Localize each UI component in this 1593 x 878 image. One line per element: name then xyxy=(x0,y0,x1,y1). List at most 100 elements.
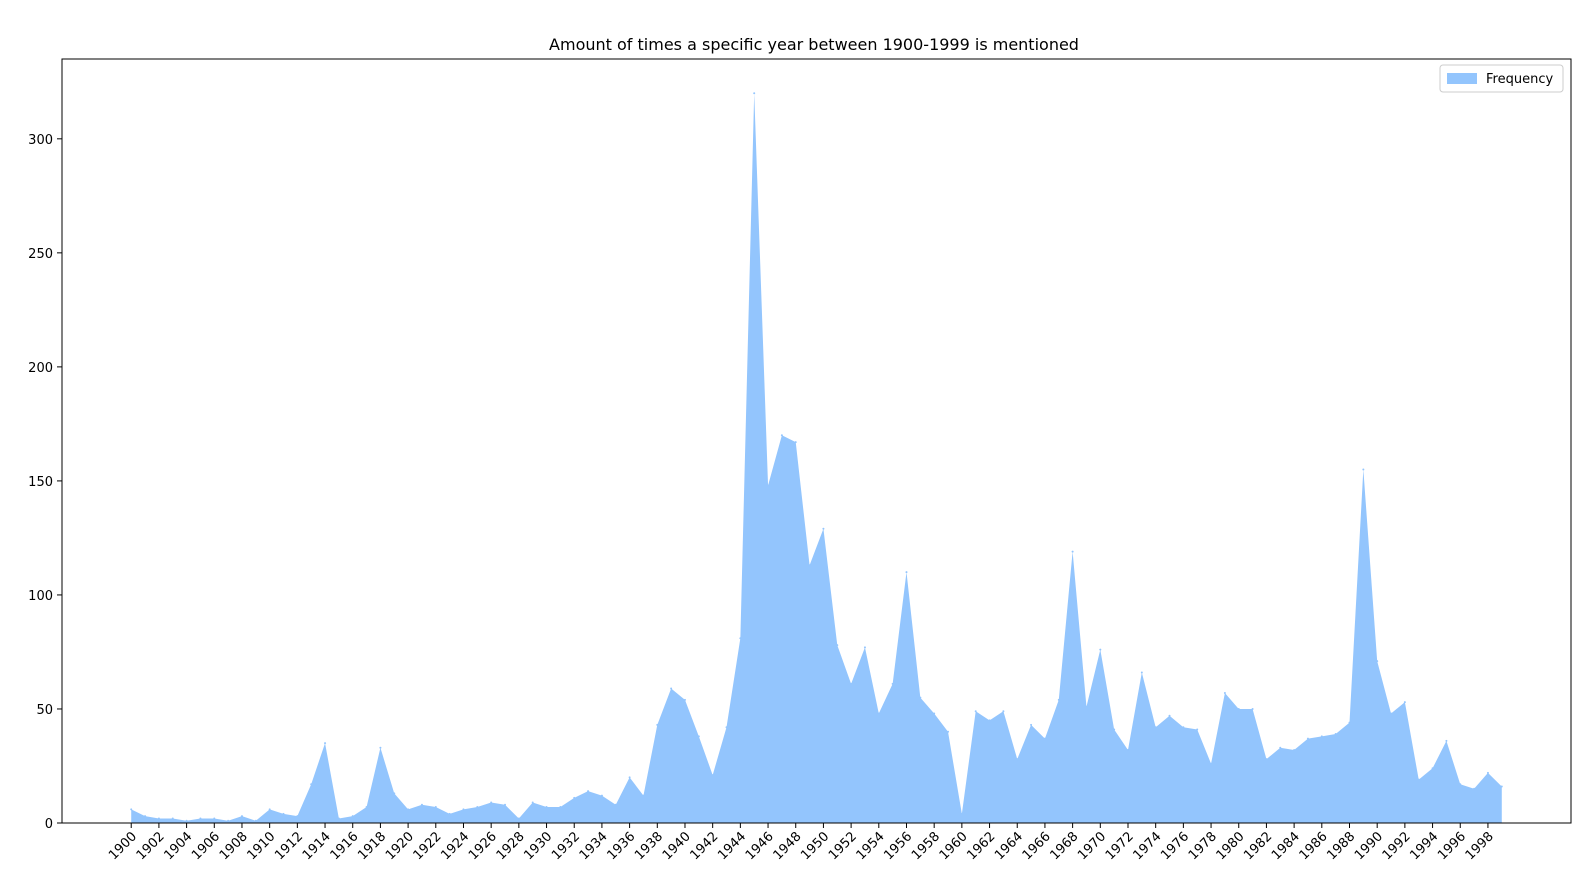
data-point-1954 xyxy=(877,712,880,715)
data-point-1997 xyxy=(1473,787,1476,790)
y-tick-label-150: 150 xyxy=(28,475,53,490)
data-point-1933 xyxy=(587,790,590,793)
x-tick-label-1962: 1962 xyxy=(964,829,998,863)
data-point-1976 xyxy=(1182,726,1185,729)
data-point-1942 xyxy=(711,774,714,777)
data-point-1905 xyxy=(199,817,202,820)
data-point-1951 xyxy=(836,644,839,647)
data-point-1967 xyxy=(1057,698,1060,701)
data-point-1917 xyxy=(365,806,368,809)
x-tick-label-1936: 1936 xyxy=(604,829,638,863)
x-tick-label-1912: 1912 xyxy=(272,829,306,863)
x-tick-label-1980: 1980 xyxy=(1214,829,1248,863)
x-tick-label-1902: 1902 xyxy=(134,829,168,863)
legend-swatch xyxy=(1447,73,1477,84)
x-tick-label-1976: 1976 xyxy=(1158,829,1192,863)
data-point-1965 xyxy=(1030,723,1033,726)
data-point-1981 xyxy=(1251,707,1254,710)
data-point-1989 xyxy=(1362,468,1365,471)
x-tick-label-1946: 1946 xyxy=(743,829,777,863)
x-tick-label-1990: 1990 xyxy=(1352,829,1386,863)
x-tick-label-1910: 1910 xyxy=(244,829,278,863)
x-tick-label-1930: 1930 xyxy=(521,829,555,863)
data-point-1952 xyxy=(850,682,853,685)
data-point-1978 xyxy=(1210,762,1213,765)
data-point-1911 xyxy=(282,812,285,815)
data-point-1913 xyxy=(310,783,313,786)
x-tick-label-1916: 1916 xyxy=(328,829,362,863)
x-tick-label-1918: 1918 xyxy=(355,829,389,863)
x-tick-label-1994: 1994 xyxy=(1407,829,1441,863)
data-point-1963 xyxy=(1002,710,1005,713)
data-point-1992 xyxy=(1403,701,1406,704)
x-tick-label-1970: 1970 xyxy=(1075,829,1109,863)
x-tick-label-1950: 1950 xyxy=(798,829,832,863)
x-tick-label-1974: 1974 xyxy=(1131,829,1165,863)
data-point-1918 xyxy=(379,746,382,749)
data-point-1916 xyxy=(351,815,354,818)
data-point-1999 xyxy=(1500,785,1503,788)
data-point-1990 xyxy=(1376,660,1379,663)
x-tick-label-1906: 1906 xyxy=(189,829,223,863)
y-tick-label-0: 0 xyxy=(45,817,53,832)
data-point-1961 xyxy=(974,710,977,713)
data-point-1906 xyxy=(213,817,216,820)
data-point-1968 xyxy=(1071,550,1074,553)
data-point-1926 xyxy=(490,801,493,804)
y-tick-label-200: 200 xyxy=(28,361,53,376)
data-point-1974 xyxy=(1154,726,1157,729)
data-point-1959 xyxy=(947,730,950,733)
data-point-1955 xyxy=(891,682,894,685)
x-tick-label-1954: 1954 xyxy=(854,829,888,863)
data-point-1921 xyxy=(420,803,423,806)
x-tick-label-1908: 1908 xyxy=(217,829,251,863)
data-point-1972 xyxy=(1126,749,1129,752)
data-point-1977 xyxy=(1196,728,1199,731)
x-tick-label-1926: 1926 xyxy=(466,829,500,863)
x-tick-label-1996: 1996 xyxy=(1435,829,1469,863)
data-point-1907 xyxy=(227,819,230,822)
data-point-1920 xyxy=(407,808,410,811)
data-point-1949 xyxy=(808,564,811,567)
x-tick-label-1920: 1920 xyxy=(383,829,417,863)
data-point-1934 xyxy=(600,794,603,797)
x-tick-label-1972: 1972 xyxy=(1103,829,1137,863)
data-point-1966 xyxy=(1043,737,1046,740)
x-tick-label-1964: 1964 xyxy=(992,829,1026,863)
x-tick-label-1952: 1952 xyxy=(826,829,860,863)
data-point-1929 xyxy=(531,801,534,804)
data-point-1971 xyxy=(1113,728,1116,731)
data-point-1956 xyxy=(905,571,908,574)
x-tick-label-1904: 1904 xyxy=(161,829,195,863)
y-tick-label-250: 250 xyxy=(28,247,53,262)
data-point-1914 xyxy=(324,742,327,745)
x-tick-label-1940: 1940 xyxy=(660,829,694,863)
x-tick-label-1968: 1968 xyxy=(1047,829,1081,863)
data-point-1943 xyxy=(725,726,728,729)
x-tick-label-1924: 1924 xyxy=(438,829,472,863)
data-point-1985 xyxy=(1306,737,1309,740)
x-tick-label-1966: 1966 xyxy=(1020,829,1054,863)
x-tick-label-1992: 1992 xyxy=(1380,829,1414,863)
x-tick-label-1900: 1900 xyxy=(106,829,140,863)
x-tick-label-1948: 1948 xyxy=(771,829,805,863)
data-point-1998 xyxy=(1486,771,1489,774)
x-tick-label-1998: 1998 xyxy=(1463,829,1497,863)
x-tick-label-1914: 1914 xyxy=(300,829,334,863)
x-tick-label-1984: 1984 xyxy=(1269,829,1303,863)
data-point-1950 xyxy=(822,527,825,530)
data-point-1994 xyxy=(1431,767,1434,770)
data-point-1970 xyxy=(1099,648,1102,651)
x-tick-label-1928: 1928 xyxy=(494,829,528,863)
legend-box xyxy=(1439,64,1564,93)
data-point-1983 xyxy=(1279,746,1282,749)
x-tick-label-1932: 1932 xyxy=(549,829,583,863)
data-point-1928 xyxy=(517,817,520,820)
data-point-1953 xyxy=(863,646,866,649)
data-point-1996 xyxy=(1459,783,1462,786)
data-point-1930 xyxy=(545,806,548,809)
x-tick-label-1978: 1978 xyxy=(1186,829,1220,863)
data-point-1932 xyxy=(573,796,576,799)
x-tick-label-1960: 1960 xyxy=(937,829,971,863)
x-tick-label-1938: 1938 xyxy=(632,829,666,863)
